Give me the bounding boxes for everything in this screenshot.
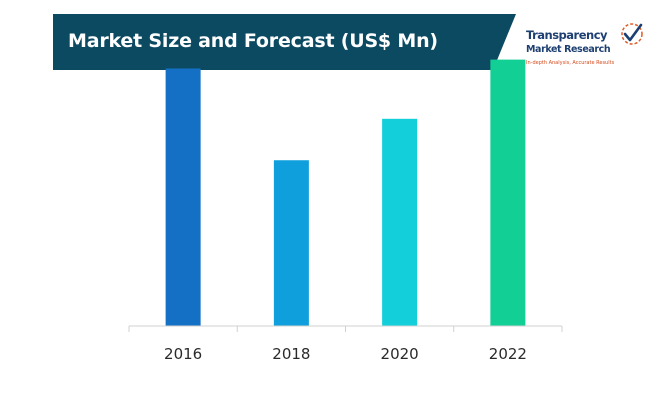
x-tick-label-2022: 2022 [489, 345, 527, 363]
x-tick-label-2018: 2018 [272, 345, 310, 363]
bar-2020 [382, 118, 418, 326]
logo-name: Transparency [526, 28, 608, 42]
bar-2018 [273, 160, 309, 326]
x-tick-label-2016: 2016 [164, 345, 202, 363]
logo-tagline: In-depth Analysis, Accurate Results [526, 60, 615, 66]
x-tick-labels: 2016 2018 2020 2022 [164, 345, 527, 363]
bar-2016 [165, 68, 201, 326]
bars-group [165, 59, 526, 326]
company-logo: Transparency Market Research In-depth An… [520, 20, 646, 68]
bar-2022 [490, 59, 526, 326]
x-tick-label-2020: 2020 [381, 345, 419, 363]
x-tick-group [128, 326, 563, 332]
logo-checkmark-icon [621, 23, 643, 45]
logo-name-line2: Market Research [526, 44, 611, 55]
chart-title: Market Size and Forecast (US$ Mn) [68, 30, 438, 52]
